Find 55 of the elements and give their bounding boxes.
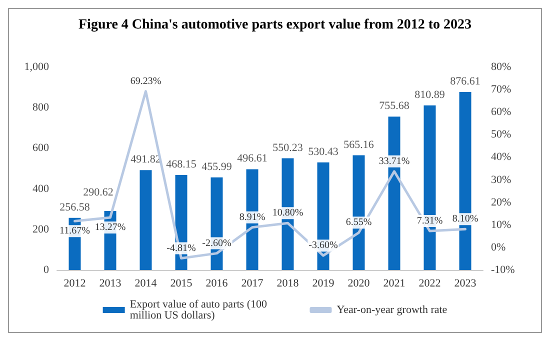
legend-label: Export value of auto parts (100 million US dollars) <box>130 298 270 322</box>
bar <box>140 170 152 270</box>
data-label: 7.31% <box>416 215 443 226</box>
data-label: 876.61 <box>450 76 480 88</box>
y2-tick-label: 30% <box>491 174 512 186</box>
y2-tick-label: 40% <box>491 151 512 164</box>
x-tick-label: 2017 <box>241 278 264 290</box>
data-label: -2.60% <box>202 238 232 249</box>
y2-tick-label: 0% <box>491 241 506 254</box>
y2-tick-label: 70% <box>491 84 512 96</box>
x-tick-label: 2016 <box>206 278 228 290</box>
data-label: 468.15 <box>166 158 197 170</box>
y-tick-label: 800 <box>32 102 50 114</box>
y-tick-label: 0 <box>44 264 50 276</box>
x-tick-label: 2013 <box>99 278 122 290</box>
data-label: 496.61 <box>237 152 268 165</box>
data-label: 530.43 <box>308 146 339 158</box>
y-tick-label: 200 <box>32 223 50 236</box>
x-tick-label: 2021 <box>383 278 406 290</box>
data-label: 8.91% <box>239 212 266 223</box>
data-label: 455.99 <box>202 160 232 173</box>
y2-tick-label: 80% <box>491 61 512 73</box>
x-tick-label: 2020 <box>348 278 370 290</box>
y2-tick-label: 50% <box>491 128 512 141</box>
data-label: 550.23 <box>272 142 304 154</box>
data-label: 10.80% <box>272 208 304 219</box>
x-tick-label: 2022 <box>418 278 441 290</box>
y-tick-label: 1,000 <box>24 61 50 73</box>
y-tick-label: 600 <box>32 142 50 154</box>
legend-label: Year-on-year growth rate <box>336 304 448 316</box>
data-label: 6.55% <box>346 217 372 228</box>
y2-tick-label: -10% <box>491 264 515 276</box>
x-tick-label: 2019 <box>312 278 335 290</box>
x-tick-label: 2023 <box>454 278 477 290</box>
x-tick-label: 2018 <box>276 278 300 290</box>
y2-tick-label: 10% <box>491 218 512 231</box>
data-label: 13.27% <box>94 222 126 234</box>
data-label: -3.60% <box>308 240 338 252</box>
data-label: 290.62 <box>83 186 114 199</box>
y2-tick-label: 60% <box>491 106 512 118</box>
data-label: 755.68 <box>379 100 410 112</box>
y-tick-label: 400 <box>32 182 50 195</box>
data-label: 810.89 <box>414 88 446 101</box>
x-tick-label: 2014 <box>134 278 158 290</box>
data-label: 33.71% <box>378 156 410 167</box>
data-label: 256.58 <box>60 201 90 214</box>
data-label: 8.10% <box>452 214 478 225</box>
chart-title: Figure 4 China's automotive parts export value from 2012 to 2023 <box>78 18 472 32</box>
y2-tick-label: 20% <box>491 196 512 208</box>
data-label: -4.81% <box>166 242 196 254</box>
x-tick-label: 2012 <box>64 278 86 290</box>
x-tick-label: 2015 <box>170 278 193 290</box>
data-label: 11.67% <box>60 226 90 237</box>
data-label: 69.23% <box>130 76 162 87</box>
data-label: 565.16 <box>344 138 374 151</box>
